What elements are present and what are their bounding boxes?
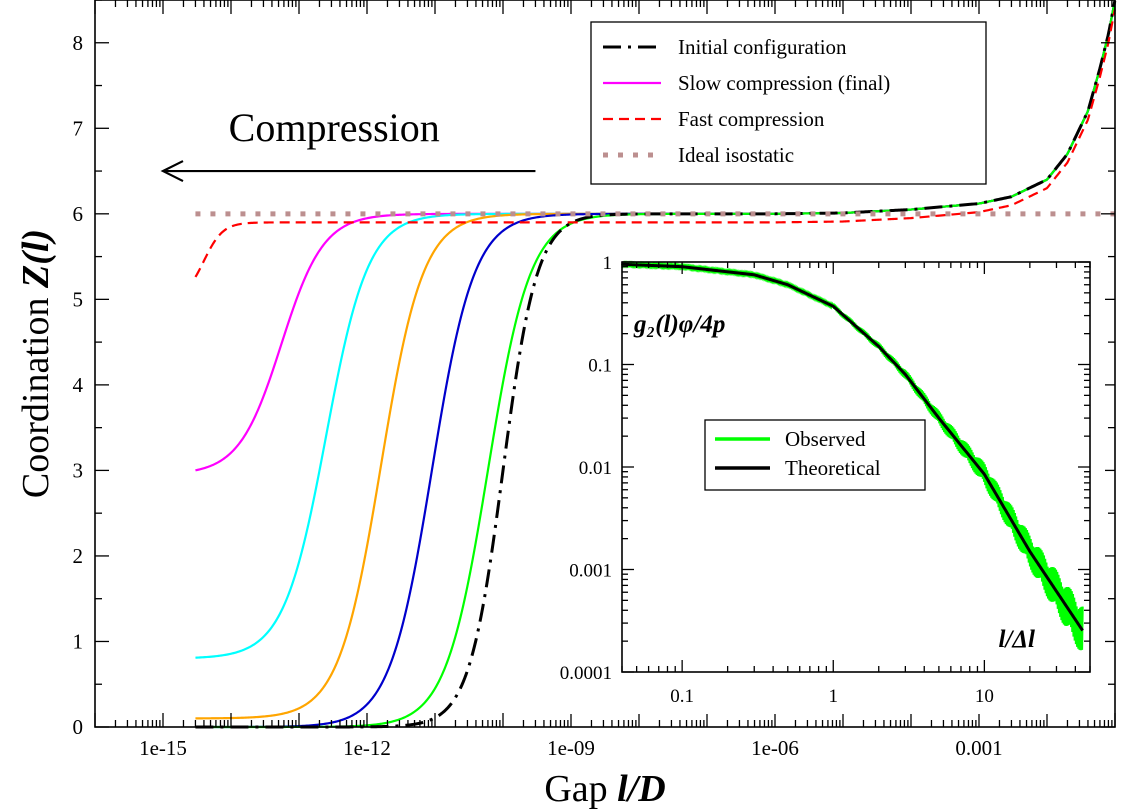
main-y-axis-title-variable: Z(l) — [15, 229, 57, 289]
inset-y-tick-label: 0.01 — [579, 458, 612, 479]
inset-y-axis: 0.0001 0.001 0.01 0.1 1 — [560, 253, 1090, 684]
main-x-axis: 1e-15 1e-12 1e-09 1e-06 0.001 — [94, 0, 1116, 760]
inset-series-line-1 — [621, 262, 1084, 632]
main-y-axis-title-prefix: Coordination — [15, 288, 57, 498]
main-y-tick-label: 2 — [73, 544, 84, 568]
inset-x-tick-label: 1 — [829, 686, 839, 707]
main-y-tick-label: 4 — [73, 373, 84, 397]
inset-plot: 0.1 1 10 0.0001 0.001 0.01 0.1 1 g₂(l)φ/4p l/Δ… — [552, 253, 1105, 714]
main-y-tick-label: 6 — [73, 202, 84, 226]
main-y-tick-label: 8 — [73, 31, 84, 55]
main-y-tick-label: 5 — [73, 287, 84, 311]
compression-annotation: Compression — [160, 105, 536, 183]
main-y-axis: 0 1 2 3 4 5 6 7 8 — [73, 0, 1115, 739]
inset-x-tick-label: 10 — [975, 686, 994, 707]
inset-y-axis-title: g₂(l)φ/4p — [633, 311, 725, 338]
inset-x-axis-title: l/Δl — [998, 626, 1035, 653]
main-y-tick-label: 7 — [73, 116, 84, 140]
main-legend-label: Fast compression — [678, 107, 825, 131]
main-legend-label: Slow compression (final) — [678, 71, 890, 95]
main-legend: Initial configuration Slow compression (f… — [590, 21, 987, 185]
main-plot-frame — [94, 0, 1116, 728]
main-legend-box — [590, 21, 987, 185]
main-legend-label: Initial configuration — [678, 35, 847, 59]
main-legend-label: Ideal isostatic — [678, 143, 794, 167]
main-plot: 1e-15 1e-12 1e-09 1e-06 0.001 0 1 2 3 4 5 6 7 8 Gap … — [15, 0, 1117, 810]
inset-x-tick-label: 0.1 — [670, 686, 694, 707]
main-y-tick-label: 1 — [73, 629, 84, 653]
main-y-tick-label: 0 — [73, 715, 84, 739]
main-y-axis-title: Coordination Z(l) — [15, 229, 57, 498]
main-x-tick-label: 1e-15 — [139, 736, 187, 760]
inset-legend-label: Theoretical — [785, 456, 881, 480]
main-x-axis-title-variable: l/D — [617, 768, 666, 810]
inset-y-tick-label: 0.001 — [569, 561, 612, 582]
inset-legend-label: Observed — [785, 427, 866, 451]
main-series-line-6 — [194, 9, 1116, 278]
inset-y-tick-label: 0.0001 — [560, 663, 612, 684]
main-x-axis-title-prefix: Gap — [544, 768, 617, 810]
inset-series-group — [620, 260, 1084, 651]
main-y-tick-label: 3 — [73, 458, 84, 482]
compression-arrowhead — [160, 160, 184, 183]
main-x-axis-title: Gap l/D — [544, 768, 665, 810]
main-x-tick-label: 1e-09 — [547, 736, 595, 760]
main-x-tick-label: 0.001 — [955, 736, 1002, 760]
inset-legend-box — [704, 419, 926, 491]
compression-label: Compression — [229, 105, 440, 150]
main-x-tick-label: 1e-12 — [343, 736, 391, 760]
inset-y-tick-label: 0.1 — [588, 356, 612, 377]
inset-x-axis: 0.1 1 10 — [621, 262, 1091, 707]
inset-y-tick-label: 1 — [603, 253, 613, 274]
main-x-tick-label: 1e-06 — [751, 736, 799, 760]
inset-legend: Observed Theoretical — [704, 419, 926, 491]
